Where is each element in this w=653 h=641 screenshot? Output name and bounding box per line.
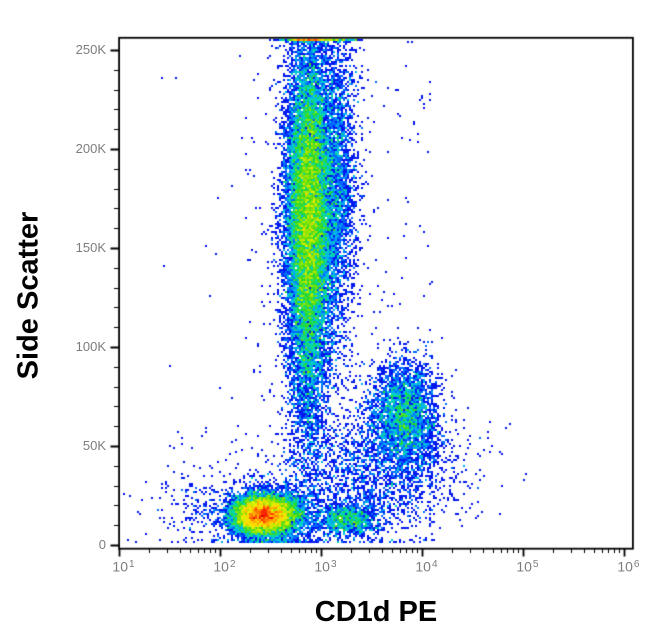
y-tick-label: 100K (75, 339, 106, 354)
x-tick-label: 104 (415, 558, 438, 575)
y-tick-label: 250K (75, 42, 106, 57)
x-tick-label: 101 (112, 558, 135, 575)
y-tick-label: 200K (75, 141, 106, 156)
y-tick-label: 0 (98, 537, 106, 552)
y-tick-label: 50K (82, 438, 106, 453)
x-tick-label: 103 (314, 558, 337, 575)
y-tick-label: 150K (75, 240, 106, 255)
x-tick-label: 102 (213, 558, 236, 575)
x-tick-label: 106 (617, 558, 640, 575)
x-tick-label: 105 (516, 558, 539, 575)
x-axis-label: CD1d PE (314, 596, 438, 628)
